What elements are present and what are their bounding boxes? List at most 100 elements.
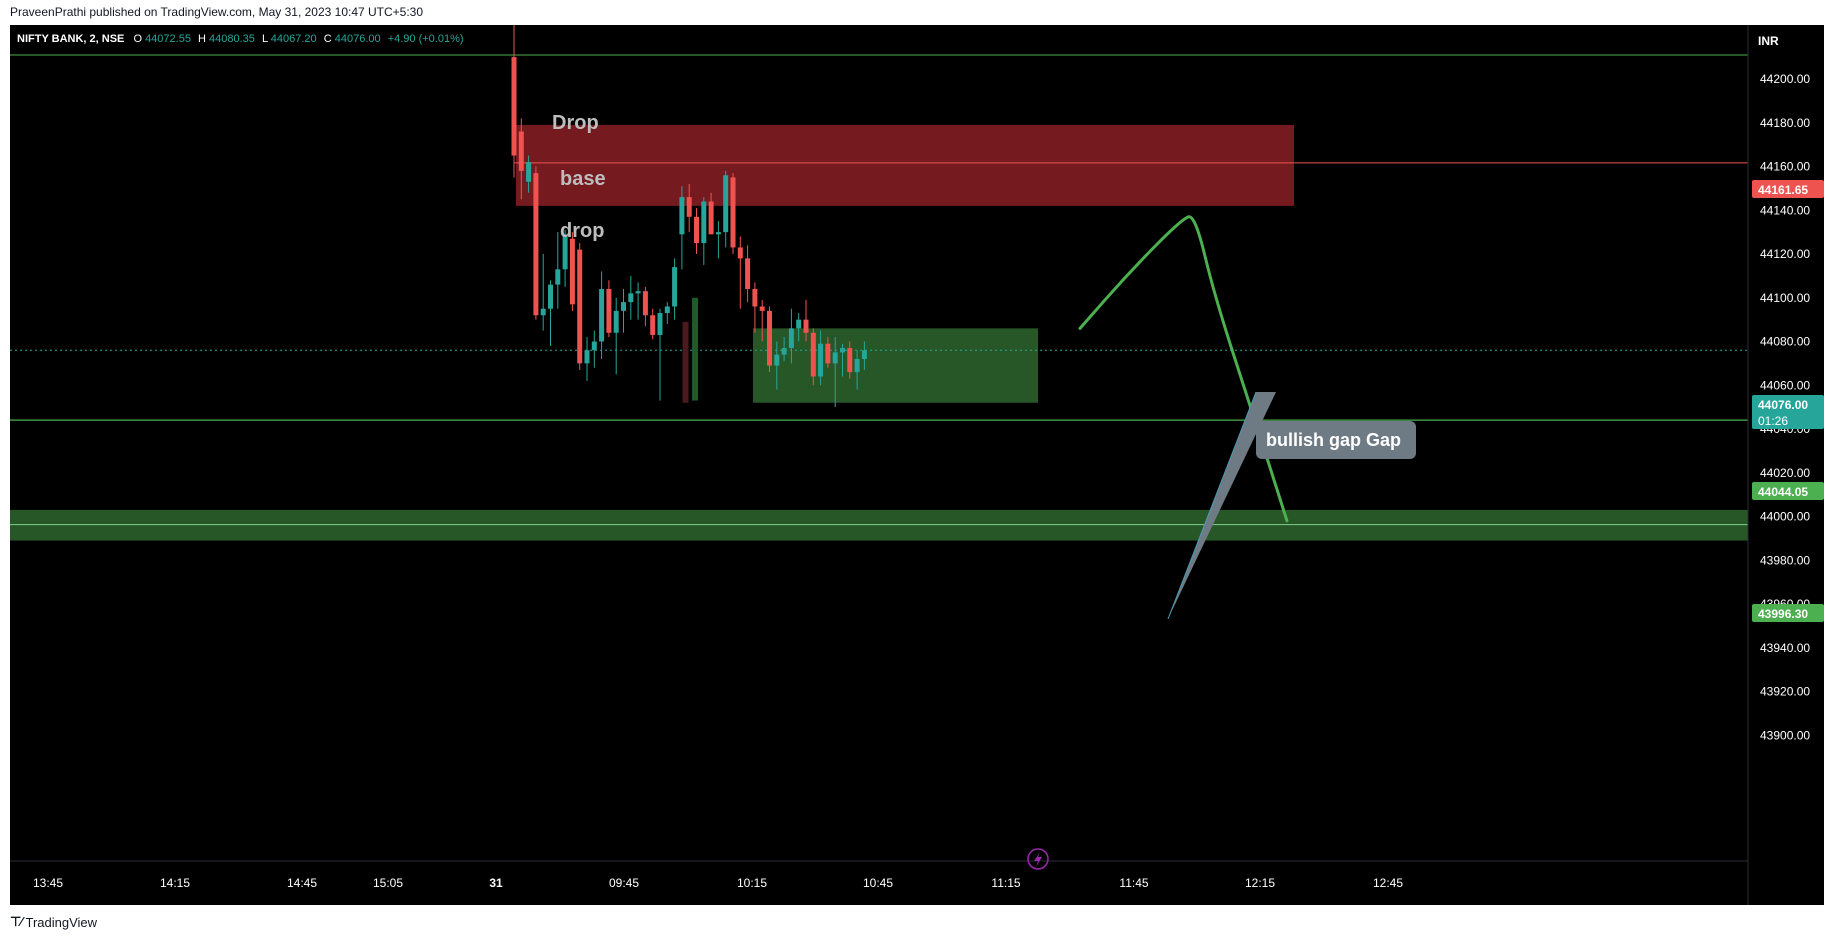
candle-25[interactable] bbox=[694, 208, 699, 254]
candle-body bbox=[548, 284, 553, 309]
candle-29[interactable] bbox=[723, 170, 729, 248]
gap-zone[interactable] bbox=[753, 328, 1038, 403]
tradingview-icon: ⊤⁄ bbox=[10, 914, 22, 929]
candle-14[interactable] bbox=[613, 297, 619, 375]
candle-34[interactable] bbox=[759, 299, 765, 342]
x-tick-label: 15:05 bbox=[373, 876, 403, 890]
candle-32[interactable] bbox=[745, 245, 751, 303]
candle-body bbox=[818, 343, 824, 377]
candle-body bbox=[664, 306, 670, 314]
lightning-icon[interactable] bbox=[1027, 848, 1049, 870]
price-axis[interactable]: 44200.00 44180.00 44160.00 44140.00 44120.00… bbox=[1760, 72, 1810, 742]
y-tick-label: 44140.00 bbox=[1760, 203, 1810, 217]
candle-body bbox=[781, 348, 787, 355]
candle-3[interactable] bbox=[533, 166, 539, 320]
candle-27[interactable] bbox=[708, 192, 714, 235]
candle-16[interactable] bbox=[628, 275, 634, 320]
candle-7[interactable] bbox=[562, 229, 568, 287]
ghost-bars-layer bbox=[682, 297, 699, 403]
candle-10[interactable] bbox=[584, 337, 590, 381]
candle-18[interactable] bbox=[642, 286, 648, 327]
candle-body bbox=[767, 310, 772, 366]
candle-42[interactable] bbox=[818, 330, 824, 386]
candle-body bbox=[759, 306, 765, 311]
candle-body bbox=[642, 291, 648, 316]
projection-curve[interactable] bbox=[1078, 215, 1289, 523]
candle-body bbox=[788, 328, 794, 349]
candle-6[interactable] bbox=[555, 232, 561, 309]
candle-26[interactable] bbox=[701, 197, 707, 265]
candle-5[interactable] bbox=[548, 280, 553, 346]
chart-frame[interactable]: Drop base drop bullish gap Gap NIFTY BAN… bbox=[10, 25, 1824, 905]
candle-body bbox=[672, 267, 678, 307]
x-tick-label: 10:15 bbox=[737, 876, 767, 890]
candle-body bbox=[708, 201, 714, 235]
candle-35[interactable] bbox=[767, 306, 772, 373]
legend-symbol: NIFTY BANK, 2, NSE bbox=[17, 33, 124, 45]
ghost-bar-1 bbox=[692, 297, 699, 401]
legend-o-value: 44072.55 bbox=[145, 33, 191, 45]
candle-33[interactable] bbox=[752, 282, 758, 333]
demand-zone[interactable] bbox=[10, 509, 1748, 541]
candle-12[interactable] bbox=[599, 271, 605, 360]
candle-11[interactable] bbox=[591, 330, 597, 368]
legend-c-value: 44076.00 bbox=[335, 33, 381, 45]
candle-17[interactable] bbox=[635, 282, 641, 320]
svg-text:NIFTY BANK, 2, NSE O: NIFTY BANK, 2, NSE O 44072.55 H 44080.35… bbox=[17, 33, 464, 45]
candle-2[interactable] bbox=[526, 155, 532, 193]
candle-22[interactable] bbox=[672, 258, 678, 320]
candle-23[interactable] bbox=[679, 186, 685, 270]
candle-43[interactable] bbox=[825, 337, 831, 368]
svg-text:01:26: 01:26 bbox=[1758, 414, 1788, 428]
drawing-layer bbox=[1078, 215, 1289, 523]
candle-38[interactable] bbox=[788, 308, 794, 364]
candle-9[interactable] bbox=[577, 243, 583, 370]
candle-31[interactable] bbox=[737, 236, 743, 309]
candle-40[interactable] bbox=[803, 299, 809, 342]
candle-21[interactable] bbox=[664, 302, 670, 324]
legend-change: +4.90 (+0.01%) bbox=[388, 33, 464, 45]
time-axis[interactable]: 13:45 14:15 14:45 15:05 31 09:45 10:15 10:45 11:… bbox=[33, 876, 1403, 890]
candle-15[interactable] bbox=[621, 289, 626, 333]
svg-text:44161.65: 44161.65 bbox=[1758, 183, 1808, 197]
candle-41[interactable] bbox=[810, 328, 816, 386]
candle-body bbox=[840, 348, 845, 353]
candle-39[interactable] bbox=[796, 313, 802, 342]
candle-28[interactable] bbox=[715, 221, 721, 259]
candle-20[interactable] bbox=[657, 308, 663, 401]
y-tick-label: 44180.00 bbox=[1760, 116, 1810, 130]
badge-current-price: 44076.00 01:26 bbox=[1752, 395, 1824, 429]
candle-body bbox=[796, 319, 802, 329]
candle-4[interactable] bbox=[540, 254, 546, 331]
candle-37[interactable] bbox=[781, 337, 787, 362]
candle-1[interactable] bbox=[518, 118, 524, 200]
candle-44[interactable] bbox=[832, 337, 838, 408]
candle-8[interactable] bbox=[569, 232, 575, 311]
candle-45[interactable] bbox=[840, 343, 845, 377]
x-tick-label: 14:15 bbox=[160, 876, 190, 890]
candle-47[interactable] bbox=[854, 350, 860, 390]
y-tick-label: 44000.00 bbox=[1760, 510, 1810, 524]
candle-30[interactable] bbox=[730, 173, 736, 254]
y-tick-label: 43900.00 bbox=[1760, 728, 1810, 742]
candle-36[interactable] bbox=[774, 341, 780, 390]
candle-body bbox=[621, 302, 626, 311]
candle-body bbox=[832, 352, 838, 364]
legend-l-value: 44067.20 bbox=[271, 33, 317, 45]
candle-13[interactable] bbox=[606, 280, 612, 338]
candle-48[interactable] bbox=[861, 341, 867, 370]
legend-c-label: C bbox=[324, 33, 332, 45]
candle-body bbox=[752, 289, 758, 307]
candle-0[interactable] bbox=[511, 25, 517, 178]
candlestick-chart[interactable]: Drop base drop bullish gap Gap NIFTY BAN… bbox=[10, 25, 1824, 905]
tradingview-brand: TradingView bbox=[25, 914, 98, 930]
tradingview-logo[interactable]: ⊤⁄ TradingView bbox=[10, 914, 97, 930]
levels-layer bbox=[10, 54, 1748, 526]
callout-box[interactable] bbox=[1256, 421, 1416, 459]
candle-19[interactable] bbox=[650, 308, 656, 340]
candle-24[interactable] bbox=[686, 184, 692, 233]
candle-46[interactable] bbox=[847, 341, 853, 379]
candles-layer bbox=[511, 25, 867, 408]
candle-body bbox=[628, 293, 634, 303]
supply-zone[interactable] bbox=[516, 124, 1294, 206]
